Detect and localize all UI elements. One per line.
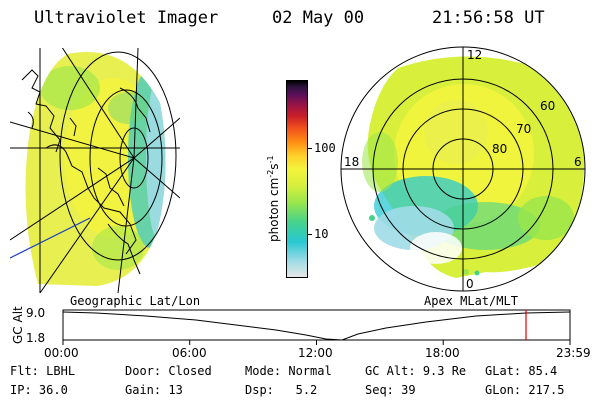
mlat-label-80: 80 [492,142,507,156]
x-tick-2359: 23:59 [556,346,591,360]
mlat-label-60: 60 [540,99,555,113]
mlat-label-70: 70 [516,122,531,136]
info-gain: Gain: 13 [125,383,183,397]
polar-grid [340,46,586,292]
svg-text:photon cm-2s-1: photon cm-2s-1 [266,155,281,242]
colorbar-unit-label: photon cm-2s-1 [266,155,281,242]
colorbar-gradient [287,81,307,277]
info-glon: GLon: 217.5 [485,383,565,397]
info-dsp: Dsp: 5.2 [245,383,318,397]
gc-alt-axis-title: GC Alt [11,306,25,344]
info-seq: Seq: 39 [365,383,416,397]
polar-mlat-mlt-panel: 12 18 6 0 60 70 80 [340,46,586,292]
altitude-curve [62,311,571,341]
mlt-label-0: 0 [466,277,474,291]
y-tick-9: 9.0 [26,306,45,320]
terminator-line [10,217,91,259]
y-tick-1-8: 1.8 [26,331,45,345]
info-ip: IP: 36.0 [10,383,68,397]
colorbar-label-10: 10 [314,227,329,241]
colorbar-tick-100 [307,148,312,149]
time-label: 21:56:58 UT [432,8,545,28]
x-tick-1200: 12:00 [298,346,333,360]
polar-aurora-image [362,56,585,278]
geographic-panel-label: Geographic Lat/Lon [70,294,201,308]
colorbar [286,80,308,278]
orbit-altitude-timeline: GC Alt 9.0 1.8 00:00 06:00 12:00 18:00 2… [11,306,591,360]
info-door: Door: Closed [125,364,212,378]
x-tick-0000: 00:00 [44,346,79,360]
x-tick-0600: 06:00 [172,346,207,360]
lat-lon-grid [10,48,180,293]
instrument-title: Ultraviolet Imager [34,8,219,28]
geographic-image-panel [10,48,180,293]
colorbar-label-100: 100 [314,141,336,155]
info-glat: GLat: 85.4 [485,364,558,378]
coastlines [21,69,151,275]
info-gc-alt: GC Alt: 9.3 Re [365,364,467,378]
mlt-label-6: 6 [574,155,582,169]
apex-panel-label: Apex MLat/MLT [424,294,518,308]
colorbar-tick-10 [307,234,312,235]
info-flt: Flt: LBHL [10,364,76,378]
mlt-label-12: 12 [467,48,482,62]
mlt-label-18: 18 [344,155,359,169]
x-tick-1800: 18:00 [425,346,460,360]
date-label: 02 May 00 [272,8,365,28]
info-mode: Mode: Normal [245,364,332,378]
